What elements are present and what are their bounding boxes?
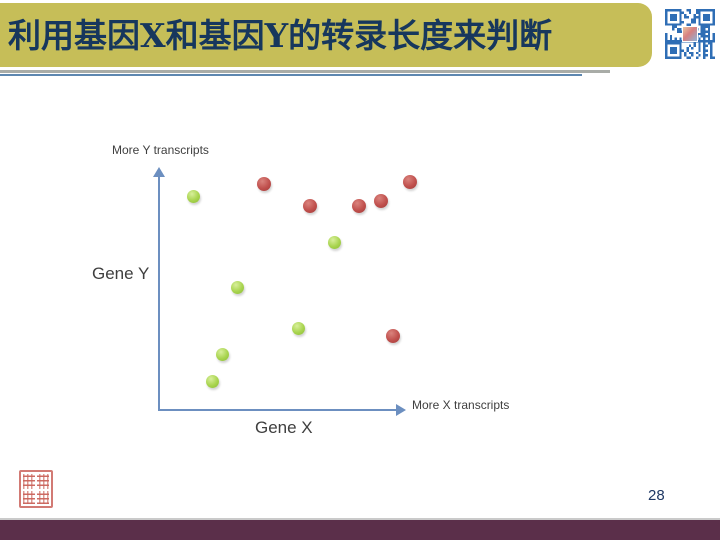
qr-code <box>665 8 715 60</box>
green-data-point <box>230 281 244 295</box>
x-axis-line <box>158 409 396 411</box>
green-data-point <box>215 348 229 362</box>
red-data-point <box>256 177 271 192</box>
title-divider-gray <box>0 70 610 73</box>
red-data-point <box>352 199 367 213</box>
green-data-point <box>291 321 305 335</box>
green-data-point <box>186 189 200 203</box>
x-axis-annotation: More X transcripts <box>412 398 510 412</box>
red-data-point <box>403 175 418 189</box>
x-axis-arrowhead-icon <box>396 404 406 416</box>
title-bar: 利用基因X和基因Y的转录长度来判断 <box>0 3 652 67</box>
y-axis-annotation: More Y transcripts <box>112 143 209 157</box>
footer-divider <box>0 518 720 520</box>
footer-bar <box>0 520 720 540</box>
page-number: 28 <box>648 487 665 504</box>
y-axis-label: Gene Y <box>92 264 150 283</box>
red-data-point <box>374 194 389 209</box>
x-axis-label: Gene X <box>255 418 313 437</box>
y-axis-line <box>158 176 160 410</box>
red-data-point <box>386 328 401 343</box>
y-axis-arrowhead-icon <box>153 167 165 177</box>
slide-title: 利用基因X和基因Y的转录长度来判断 <box>8 15 553 55</box>
green-data-point <box>206 374 220 388</box>
plot-area <box>159 170 418 410</box>
chart-image: More Y transcripts More X transcripts Ge… <box>30 92 592 458</box>
seal-stamp <box>19 470 53 508</box>
title-divider-blue <box>0 74 582 76</box>
qr-center-image <box>682 26 698 42</box>
qr-modules <box>665 9 715 59</box>
red-data-point <box>303 199 318 213</box>
green-data-point <box>328 235 342 249</box>
